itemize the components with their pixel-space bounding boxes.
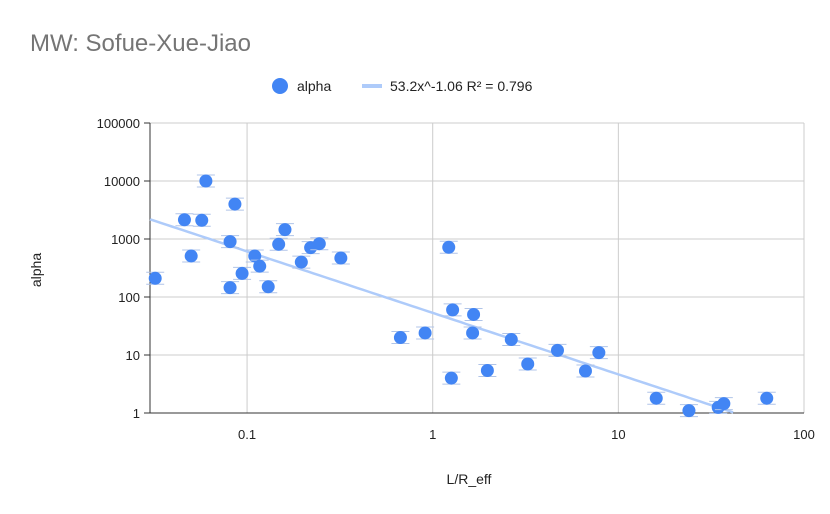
data-point-marker xyxy=(278,223,292,237)
x-tick-label: 10 xyxy=(611,427,625,442)
y-axis-label: alpha xyxy=(28,253,44,287)
data-point-marker xyxy=(550,343,564,357)
data-point xyxy=(250,259,269,273)
chart-title: MW: Sofue-Xue-Jiao xyxy=(30,30,251,57)
data-point xyxy=(292,255,311,269)
data-point-marker xyxy=(442,240,456,254)
data-point-marker xyxy=(592,346,606,360)
data-point xyxy=(275,223,294,237)
data-point xyxy=(259,280,278,294)
data-point xyxy=(679,404,698,418)
data-point-marker xyxy=(223,235,237,249)
x-tick-label: 0.1 xyxy=(238,427,256,442)
data-point-marker xyxy=(148,271,162,285)
axis-layer: 0.1 1 10 100 1 10 100 1000 10000 100000 xyxy=(97,116,815,442)
y-tick-label: 1 xyxy=(133,406,140,421)
data-point xyxy=(647,391,666,405)
legend-marker-trendline xyxy=(362,84,382,88)
data-point xyxy=(502,333,521,347)
data-point xyxy=(478,364,497,378)
data-point xyxy=(589,346,608,360)
data-point xyxy=(196,174,215,188)
data-point-marker xyxy=(195,213,209,227)
data-point-marker xyxy=(521,357,535,371)
data-point xyxy=(175,213,194,227)
data-point-marker xyxy=(253,259,267,273)
data-point xyxy=(464,307,483,321)
data-point xyxy=(442,371,461,385)
data-point-marker xyxy=(248,249,262,263)
legend-label-trendline: 53.2x^-1.06 R² = 0.796 xyxy=(390,78,533,94)
x-axis-label: L/R_eff xyxy=(447,471,492,487)
trendline-layer xyxy=(149,218,734,414)
data-point-marker xyxy=(177,213,191,227)
data-point-marker xyxy=(184,249,198,263)
data-point-marker xyxy=(467,307,481,321)
y-tick-label: 1000 xyxy=(111,232,140,247)
data-point xyxy=(714,397,733,411)
legend: alpha 53.2x^-1.06 R² = 0.796 xyxy=(272,78,533,94)
data-point xyxy=(146,271,165,285)
data-point xyxy=(192,213,211,227)
data-point-marker xyxy=(444,371,458,385)
data-point-marker xyxy=(228,197,242,211)
data-point xyxy=(416,326,435,340)
data-point-marker xyxy=(760,391,774,405)
data-point xyxy=(331,251,350,265)
data-point-marker xyxy=(312,237,326,251)
data-point xyxy=(463,326,482,340)
data-point xyxy=(221,235,240,249)
y-tick-label: 10 xyxy=(126,348,140,363)
data-point-marker xyxy=(480,364,494,378)
data-point xyxy=(391,331,410,345)
data-point-marker xyxy=(682,404,696,418)
data-point-marker xyxy=(717,397,731,411)
trendline xyxy=(149,218,734,414)
data-point xyxy=(518,357,537,371)
data-point-marker xyxy=(578,364,592,378)
data-point-marker xyxy=(393,331,407,345)
data-point xyxy=(269,237,288,251)
data-point-marker xyxy=(199,174,213,188)
data-point xyxy=(757,391,776,405)
x-tick-label: 100 xyxy=(793,427,815,442)
data-point xyxy=(225,197,244,211)
data-point xyxy=(233,266,252,280)
x-tick-label: 1 xyxy=(429,427,436,442)
data-point-marker xyxy=(235,266,249,280)
data-point-marker xyxy=(223,281,237,295)
data-point-marker xyxy=(446,303,460,317)
data-point-marker xyxy=(272,237,286,251)
data-point-marker xyxy=(418,326,432,340)
data-point-marker xyxy=(649,391,663,405)
data-point xyxy=(182,249,201,263)
y-tick-label: 10000 xyxy=(104,174,140,189)
y-tick-label: 100000 xyxy=(97,116,140,131)
data-point xyxy=(443,303,462,317)
points-layer xyxy=(146,174,776,418)
y-tick-label: 100 xyxy=(118,290,140,305)
data-point-marker xyxy=(504,333,518,347)
data-point-marker xyxy=(334,251,348,265)
data-point-marker xyxy=(261,280,275,294)
data-point xyxy=(576,364,595,378)
data-point xyxy=(221,281,240,295)
legend-marker-alpha xyxy=(272,78,288,94)
data-point-marker xyxy=(466,326,480,340)
data-point xyxy=(310,237,329,251)
grid-layer xyxy=(150,122,805,414)
data-point-marker xyxy=(294,255,308,269)
legend-label-alpha: alpha xyxy=(297,78,331,94)
data-point xyxy=(439,240,458,254)
data-point xyxy=(548,343,567,357)
